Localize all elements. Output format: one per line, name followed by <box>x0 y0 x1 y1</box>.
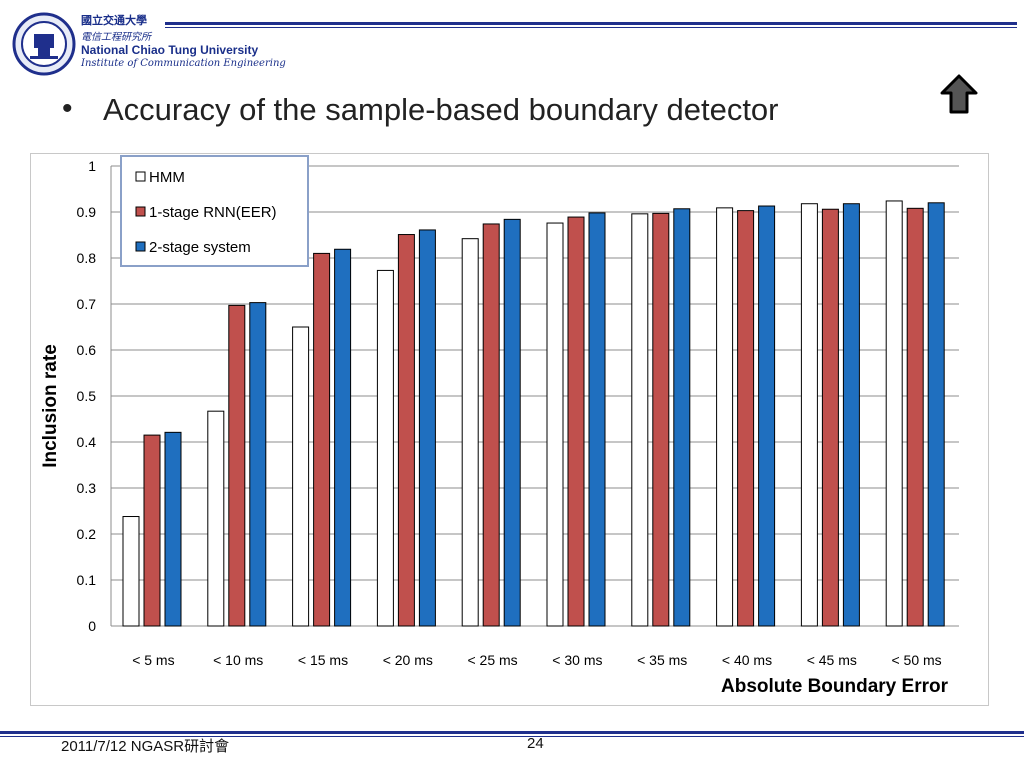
x-tick-label: < 45 ms <box>807 652 857 668</box>
x-tick-label: < 25 ms <box>467 652 517 668</box>
x-category-labels: < 5 ms < 10 ms < 15 ms < 20 ms < 25 ms < 30 m… <box>132 652 942 668</box>
x-tick-label: < 10 ms <box>213 652 263 668</box>
bar-hmm <box>800 203 818 627</box>
bars <box>122 200 945 627</box>
legend-swatch-system <box>135 241 146 252</box>
bar-system <box>588 212 606 627</box>
x-tick-label: < 40 ms <box>722 652 772 668</box>
bar-system <box>418 229 436 627</box>
legend: HMM 1-stage RNN(EER) 2-stage system <box>120 155 309 267</box>
y-tick-label: 0 <box>88 618 96 634</box>
legend-swatch-rnn <box>135 206 146 217</box>
bar-system <box>164 431 182 627</box>
university-name-english: National Chiao Tung University <box>81 43 259 57</box>
bar-hmm <box>376 269 394 627</box>
legend-box <box>120 155 309 267</box>
bar-rnn <box>313 252 331 627</box>
bar-rnn <box>228 304 246 627</box>
institute-name-chinese: 電信工程研究所 <box>81 32 151 43</box>
bar-rnn <box>652 212 670 627</box>
bar-system <box>249 302 267 627</box>
bar-rnn <box>737 210 755 627</box>
bar-hmm <box>885 200 903 627</box>
inclusion-rate-bar-chart: 0 0.1 0.2 0.3 0.4 0.5 0.6 0.7 0.8 0.9 1 < 5 ms < 10… <box>30 153 989 706</box>
y-tick-label: 0.8 <box>77 250 97 266</box>
footer-divider-thin <box>0 736 1024 737</box>
bar-rnn <box>397 234 415 627</box>
institute-name-english: Institute of Communication Engineering <box>81 58 286 69</box>
bar-system <box>334 248 352 627</box>
y-tick-label: 1 <box>88 158 96 174</box>
legend-label-hmm: HMM <box>149 169 185 186</box>
bar-hmm <box>461 238 479 627</box>
legend-swatch-hmm <box>135 171 146 182</box>
bar-hmm <box>292 326 310 627</box>
x-axis-title: Absolute Boundary Error <box>721 676 949 697</box>
y-tick-label: 0.6 <box>77 342 97 358</box>
bar-system <box>842 203 860 627</box>
x-tick-label: < 15 ms <box>298 652 348 668</box>
header-divider <box>165 22 1017 25</box>
university-name-chinese: 國立交通大學 <box>81 14 147 27</box>
y-tick-label: 0.5 <box>77 388 97 404</box>
university-seal-logo <box>12 12 76 76</box>
y-axis-title: Inclusion rate <box>40 344 61 468</box>
bar-rnn <box>482 223 500 627</box>
bar-system <box>503 218 521 627</box>
bar-hmm <box>546 222 564 627</box>
footer-divider <box>0 731 1024 734</box>
bar-rnn <box>821 208 839 627</box>
up-arrow-icon[interactable] <box>939 73 979 115</box>
x-tick-label: < 35 ms <box>637 652 687 668</box>
bar-system <box>758 205 776 627</box>
footer-date-event: 2011/7/12 NGASR研討會 <box>61 738 230 755</box>
bar-rnn <box>143 434 161 627</box>
title-bullet: • <box>62 92 73 125</box>
y-tick-label: 0.3 <box>77 480 97 496</box>
bar-hmm <box>716 207 734 627</box>
x-tick-label: < 50 ms <box>891 652 941 668</box>
bar-rnn <box>906 207 924 627</box>
x-tick-label: < 20 ms <box>383 652 433 668</box>
header-divider-thin <box>165 27 1017 28</box>
y-tick-labels: 0 0.1 0.2 0.3 0.4 0.5 0.6 0.7 0.8 0.9 1 <box>77 158 97 634</box>
bar-hmm <box>631 213 649 627</box>
bar-system <box>927 202 945 627</box>
y-tick-label: 0.1 <box>77 572 97 588</box>
page-number: 24 <box>527 735 544 752</box>
y-tick-label: 0.7 <box>77 296 97 312</box>
bar-rnn <box>567 216 585 627</box>
x-tick-label: < 5 ms <box>132 652 174 668</box>
legend-label-rnn: 1-stage RNN(EER) <box>149 204 277 221</box>
x-tick-label: < 30 ms <box>552 652 602 668</box>
bar-hmm <box>207 410 225 627</box>
bar-system <box>673 208 691 627</box>
y-tick-label: 0.2 <box>77 526 97 542</box>
legend-label-system: 2-stage system <box>149 239 251 256</box>
y-tick-label: 0.4 <box>77 434 97 450</box>
slide-title: Accuracy of the sample-based boundary de… <box>103 92 779 127</box>
bar-hmm <box>122 516 140 627</box>
y-tick-label: 0.9 <box>77 204 97 220</box>
